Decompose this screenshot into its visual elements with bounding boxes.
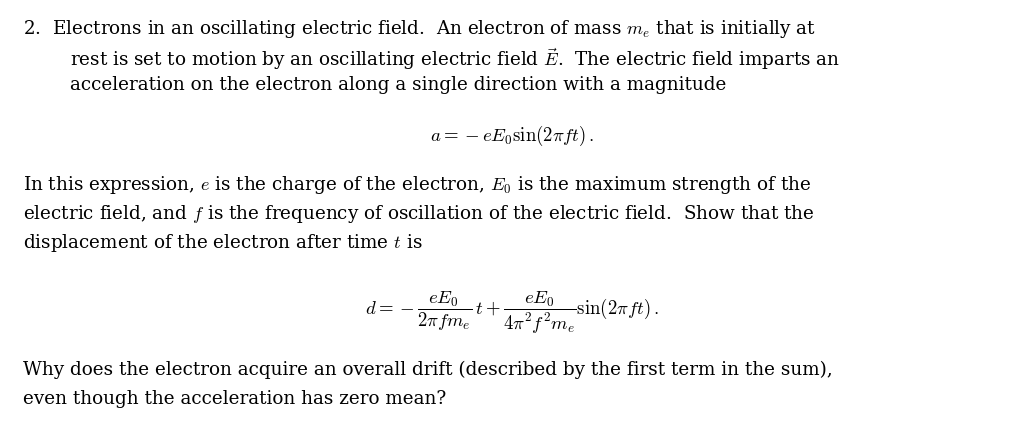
Text: $d = -\dfrac{eE_0}{2\pi f m_e}\,t + \dfrac{eE_0}{4\pi^2 f^2 m_e}\sin(2\pi ft)\,.: $d = -\dfrac{eE_0}{2\pi f m_e}\,t + \dfr… — [366, 289, 658, 335]
Text: displacement of the electron after time $t$ is: displacement of the electron after time … — [23, 231, 422, 253]
Text: Why does the electron acquire an overall drift (described by the first term in t: Why does the electron acquire an overall… — [23, 360, 833, 378]
Text: In this expression, $e$ is the charge of the electron, $E_0$ is the maximum stre: In this expression, $e$ is the charge of… — [23, 173, 811, 195]
Text: electric field, and $f$ is the frequency of oscillation of the electric field.  : electric field, and $f$ is the frequency… — [23, 202, 814, 224]
Text: acceleration on the electron along a single direction with a magnitude: acceleration on the electron along a sin… — [70, 75, 726, 93]
Text: rest is set to motion by an oscillating electric field $\vec{E}$.  The electric : rest is set to motion by an oscillating … — [70, 46, 840, 72]
Text: 2.  Electrons in an oscillating electric field.  An electron of mass $m_e$ that : 2. Electrons in an oscillating electric … — [23, 18, 816, 39]
Text: $a = -eE_0\sin(2\pi ft)\,.$: $a = -eE_0\sin(2\pi ft)\,.$ — [430, 124, 594, 148]
Text: even though the acceleration has zero mean?: even though the acceleration has zero me… — [23, 389, 445, 407]
